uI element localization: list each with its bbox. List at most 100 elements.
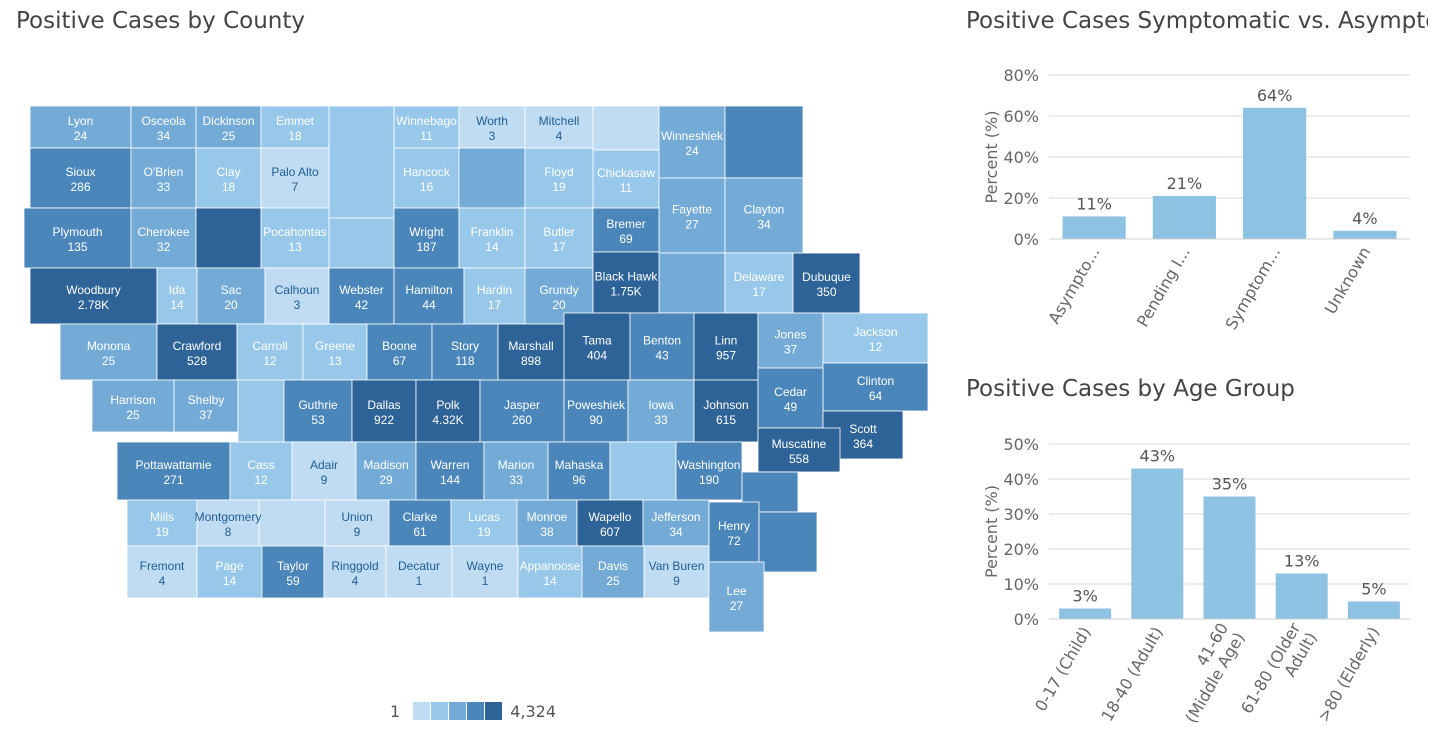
county-winneshiek[interactable]	[658, 105, 726, 179]
county-washington[interactable]	[675, 441, 743, 501]
bar-symptom[interactable]	[1243, 107, 1307, 239]
county-jackson[interactable]	[822, 312, 929, 364]
county-clay[interactable]	[195, 147, 262, 209]
county-cass[interactable]	[229, 441, 293, 501]
bar-pending-i[interactable]	[1152, 195, 1216, 239]
county-madison[interactable]	[355, 441, 417, 501]
county-clinton[interactable]	[822, 362, 929, 412]
county-greene[interactable]	[302, 323, 368, 381]
county-jones[interactable]	[757, 312, 824, 369]
county-marion[interactable]	[483, 441, 549, 501]
county-cedar[interactable]	[757, 367, 824, 429]
county-linn[interactable]	[693, 312, 759, 381]
county-bremer[interactable]	[592, 207, 660, 253]
county-name-label: Van Buren	[649, 559, 705, 573]
legend-min-label: 1	[390, 701, 401, 721]
county-iowa[interactable]	[627, 379, 695, 443]
county-dubuque[interactable]	[792, 252, 861, 314]
county-palo-alto[interactable]	[260, 147, 330, 209]
county-sioux[interactable]	[29, 147, 132, 209]
county-cerro-gordo[interactable]	[458, 147, 526, 209]
bar-61-80-older-adult[interactable]	[1275, 573, 1328, 620]
county-osceola[interactable]	[130, 105, 197, 149]
county-mahaska[interactable]	[547, 441, 611, 501]
county-carroll[interactable]	[236, 323, 304, 381]
county-howard[interactable]	[592, 105, 660, 151]
county-harrison[interactable]	[91, 379, 175, 433]
county-plymouth[interactable]	[23, 207, 132, 269]
county-fayette[interactable]	[658, 177, 726, 254]
county-page[interactable]	[196, 545, 263, 599]
county-clayton[interactable]	[724, 177, 804, 254]
bar-0-17-child[interactable]	[1059, 608, 1112, 620]
county-guthrie[interactable]	[283, 379, 353, 443]
county-crawford[interactable]	[156, 323, 238, 381]
county-dickinson[interactable]	[195, 105, 262, 149]
county-o-brien[interactable]	[130, 147, 197, 209]
bar-18-40-adult[interactable]	[1131, 468, 1184, 620]
bar-unknown[interactable]	[1333, 230, 1397, 239]
county-mitchell[interactable]	[524, 105, 594, 149]
bar-asympto[interactable]	[1062, 216, 1126, 239]
county-tama[interactable]	[563, 312, 631, 381]
county-franklin[interactable]	[458, 207, 526, 269]
county-muscatine[interactable]	[757, 427, 841, 473]
county-henry[interactable]	[708, 501, 760, 563]
county-name-label: Harrison	[110, 393, 155, 407]
county-value-label: 27	[685, 218, 699, 232]
county-union[interactable]	[324, 499, 390, 547]
county-adams[interactable]	[258, 499, 326, 547]
county-taylor[interactable]	[261, 545, 325, 599]
county-hardin[interactable]	[463, 267, 526, 325]
county-chickasaw[interactable]	[592, 149, 660, 209]
county-keokuk[interactable]	[609, 441, 677, 501]
county-decatur[interactable]	[385, 545, 453, 599]
county-lucas[interactable]	[450, 499, 518, 547]
county-name-label: Linn	[715, 334, 738, 348]
county-clarke[interactable]	[388, 499, 452, 547]
county-sac[interactable]	[196, 267, 266, 325]
county-van-buren[interactable]	[643, 545, 710, 599]
county-polk[interactable]	[415, 379, 481, 443]
county-ringgold[interactable]	[323, 545, 387, 599]
county-webster[interactable]	[328, 267, 395, 325]
county-jefferson[interactable]	[642, 499, 710, 547]
county-hancock[interactable]	[393, 147, 460, 209]
county-kossuth[interactable]	[328, 105, 395, 219]
county-winnebago[interactable]	[393, 105, 460, 149]
bar-41-60-middle-age[interactable]	[1203, 496, 1256, 620]
county-davis[interactable]	[581, 545, 645, 599]
county-boone[interactable]	[366, 323, 433, 381]
county-pocahontas[interactable]	[260, 207, 330, 269]
county-calhoun[interactable]	[264, 267, 330, 325]
county-butler[interactable]	[524, 207, 594, 269]
county-shelby[interactable]	[173, 379, 239, 433]
county-marshall[interactable]	[497, 323, 565, 381]
county-black-hawk[interactable]	[592, 251, 660, 314]
county-wayne[interactable]	[451, 545, 519, 599]
county-wright[interactable]	[393, 207, 460, 269]
county-value-label: 25	[102, 354, 116, 368]
county-monroe[interactable]	[516, 499, 578, 547]
county-hamilton[interactable]	[393, 267, 465, 325]
county-buchanan[interactable]	[658, 252, 726, 314]
county-floyd[interactable]	[524, 147, 594, 209]
county-pottawattamie[interactable]	[116, 441, 231, 501]
county-lyon[interactable]	[29, 105, 132, 149]
county-lee[interactable]	[708, 561, 765, 633]
county-story[interactable]	[431, 323, 499, 381]
county-value-label: 607	[600, 525, 620, 539]
bar-80-elderly[interactable]	[1347, 601, 1400, 620]
county-cherokee[interactable]	[130, 207, 197, 269]
county-allamakee[interactable]	[724, 105, 804, 179]
county-appanoose[interactable]	[517, 545, 583, 599]
county-value-label: 49	[784, 400, 798, 414]
county-buena-vista[interactable]	[195, 207, 262, 269]
county-des-moines[interactable]	[758, 511, 818, 573]
county-emmet[interactable]	[260, 105, 330, 149]
county-humboldt[interactable]	[328, 217, 395, 269]
county-mills[interactable]	[126, 499, 198, 547]
county-warren[interactable]	[415, 441, 485, 501]
county-name-label: Hardin	[477, 283, 512, 297]
county-audubon[interactable]	[237, 379, 285, 443]
